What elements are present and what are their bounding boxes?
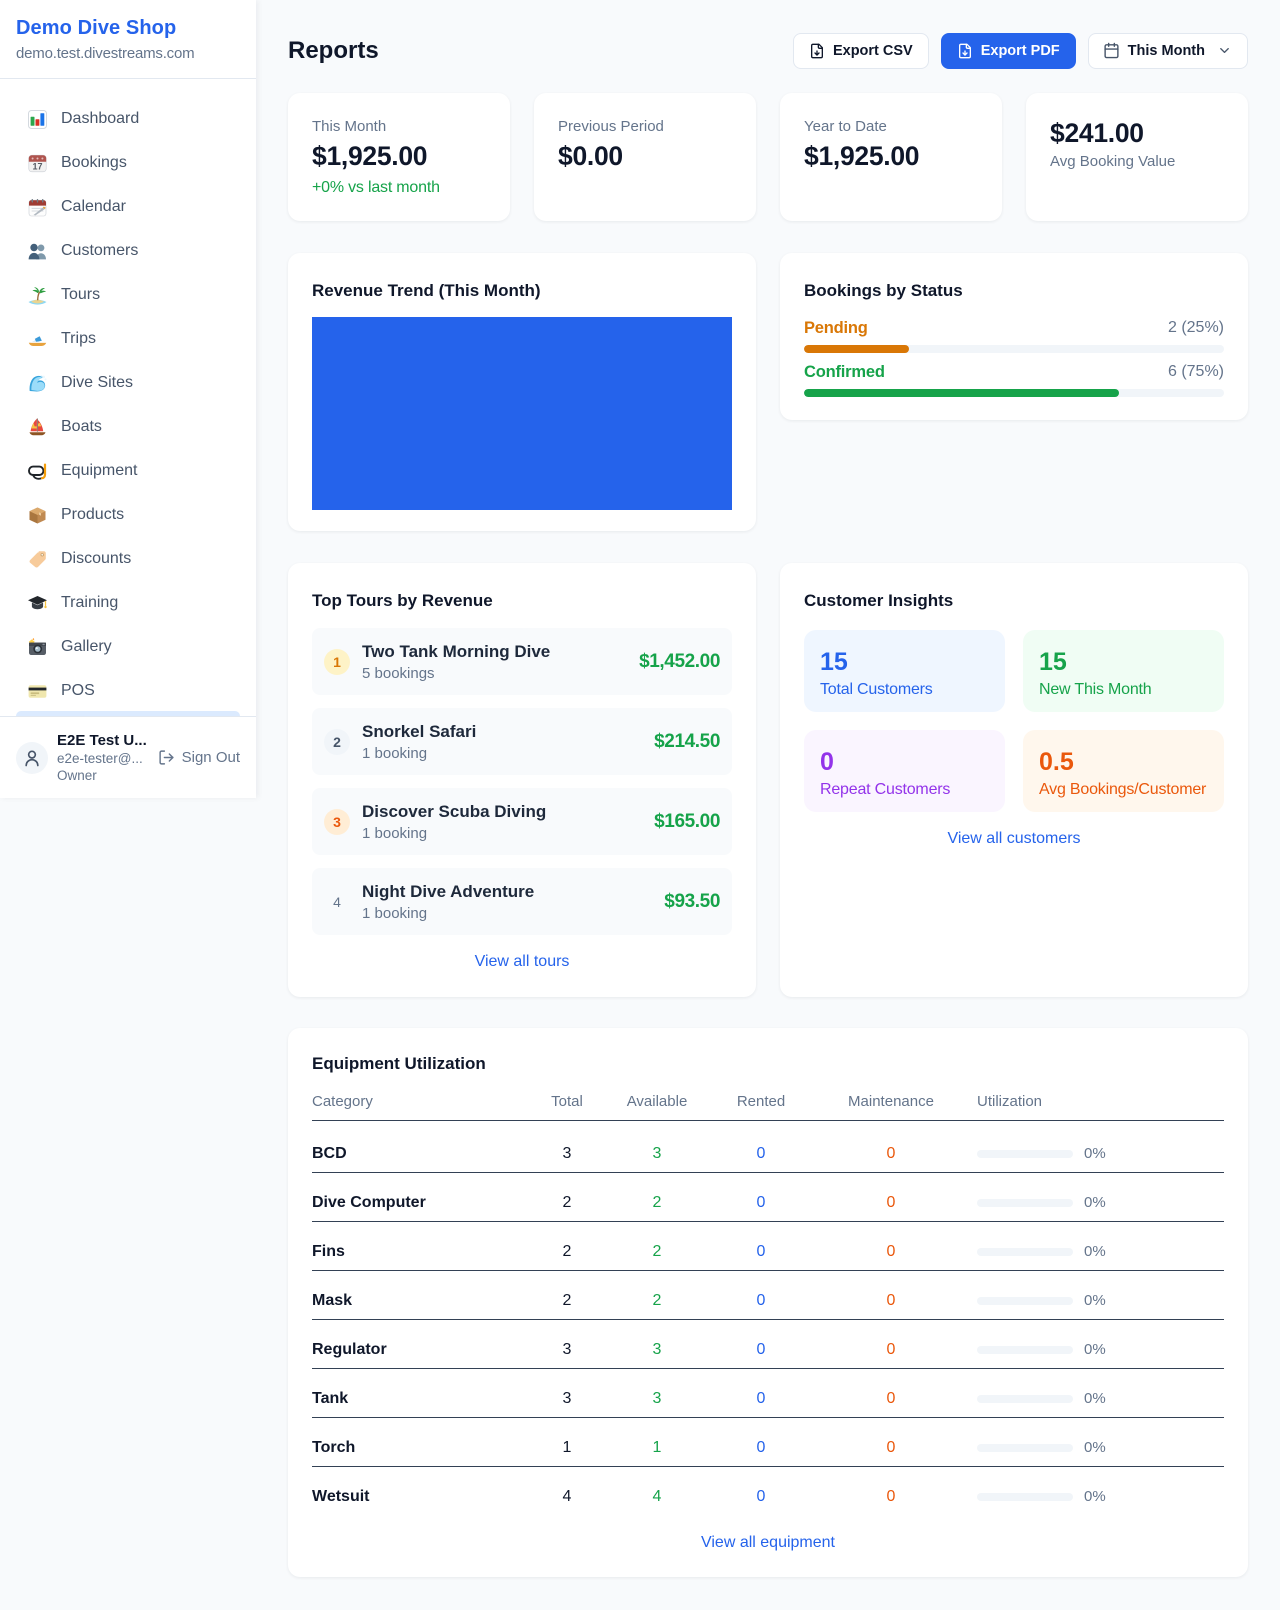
- svg-text:17: 17: [32, 161, 42, 171]
